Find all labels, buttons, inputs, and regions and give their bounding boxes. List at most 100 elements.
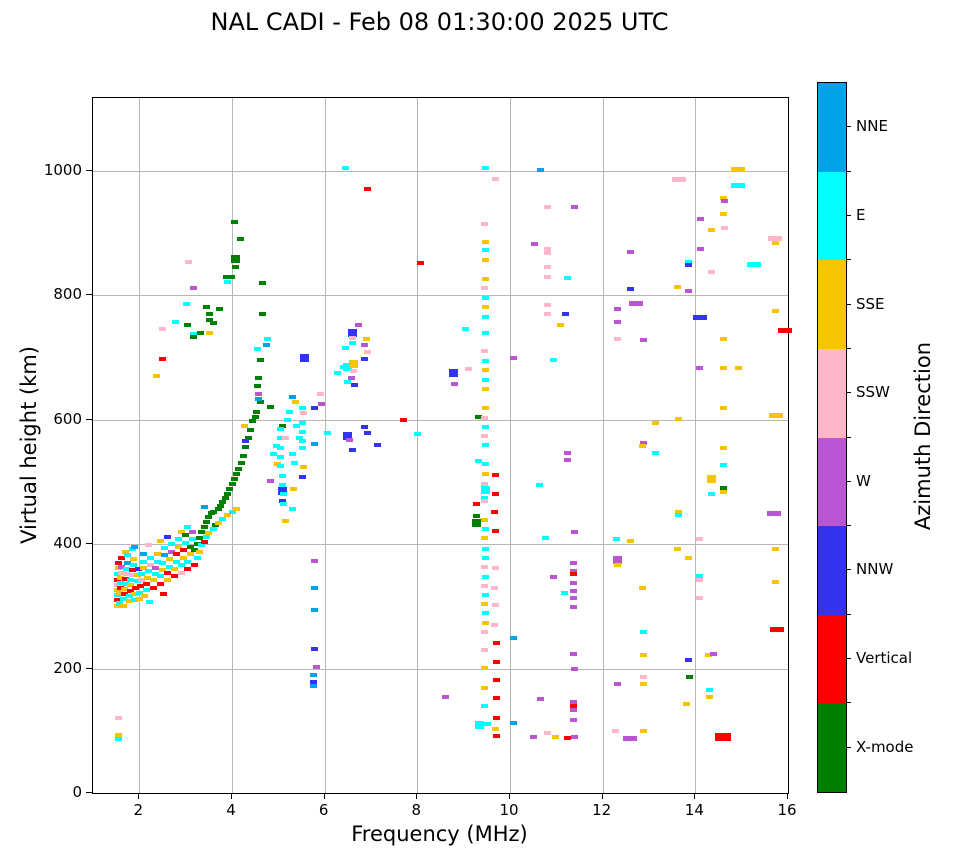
data-point (481, 481, 489, 486)
data-point (121, 586, 128, 591)
colorbar-tick (846, 214, 851, 216)
data-point (118, 555, 126, 560)
data-point (300, 410, 308, 415)
data-point (484, 721, 492, 726)
data-point (639, 440, 647, 445)
data-point (209, 509, 217, 514)
data-point (119, 596, 127, 601)
gridline-horizontal (93, 170, 788, 172)
data-point (200, 504, 208, 509)
data-point (347, 328, 357, 337)
data-point (177, 570, 185, 575)
data-point (198, 543, 206, 548)
data-point (351, 383, 359, 388)
data-point (344, 380, 352, 385)
data-point (299, 474, 307, 479)
x-tick (231, 793, 232, 799)
data-point (684, 259, 692, 264)
data-point (161, 553, 169, 558)
data-point (310, 608, 318, 613)
x-tick (787, 793, 788, 799)
data-point (135, 590, 143, 595)
data-point (235, 467, 243, 472)
colorbar-boundary-tick (846, 170, 851, 172)
data-point (133, 579, 141, 584)
data-point (132, 585, 140, 590)
data-point (492, 491, 500, 496)
data-point (510, 356, 518, 361)
data-point (228, 509, 236, 514)
data-point (450, 381, 458, 386)
x-axis-label: Frequency (MHz) (351, 822, 528, 846)
gridline-vertical (139, 98, 141, 793)
data-point (482, 315, 490, 319)
data-point (612, 728, 620, 733)
data-point (364, 430, 372, 435)
data-point (530, 735, 538, 739)
data-point (492, 603, 500, 608)
data-point (117, 585, 125, 590)
data-point (708, 269, 716, 274)
data-point (121, 591, 128, 596)
data-point (613, 537, 621, 542)
data-point (613, 306, 621, 311)
data-point (170, 567, 178, 571)
data-point (156, 539, 164, 543)
data-point (152, 565, 160, 570)
data-point (182, 301, 190, 306)
data-point (300, 464, 308, 469)
data-point (299, 439, 307, 444)
data-point (193, 555, 201, 560)
data-point (639, 629, 647, 634)
data-point (219, 517, 227, 522)
chart-title: NAL CADI - Feb 08 01:30:00 2025 UTC (210, 8, 669, 36)
colorbar-tick-label: NNW (856, 560, 894, 579)
colorbar-segment-sse (818, 260, 846, 349)
data-point (284, 417, 292, 422)
data-point (481, 221, 489, 226)
data-point (113, 578, 121, 583)
data-point (267, 404, 275, 409)
gridline-vertical (417, 98, 419, 793)
data-point (237, 236, 245, 241)
data-point (172, 559, 180, 564)
data-point (270, 451, 278, 456)
data-point (121, 581, 129, 586)
data-point (482, 471, 490, 476)
data-point (400, 417, 408, 422)
x-tick-label: 16 (777, 801, 797, 819)
data-point (474, 458, 482, 463)
data-point (223, 492, 231, 497)
data-point (685, 675, 693, 680)
data-point (343, 431, 353, 440)
data-point (130, 563, 138, 568)
data-point (130, 557, 138, 562)
data-point (228, 482, 236, 487)
data-point (482, 295, 490, 300)
data-point (277, 464, 285, 469)
x-tick-label: 8 (411, 801, 422, 819)
data-point (267, 478, 275, 483)
data-point (288, 451, 296, 456)
data-point (209, 527, 217, 532)
color-bar (817, 82, 847, 793)
data-point (719, 195, 727, 200)
data-point (544, 731, 552, 736)
data-point (482, 358, 490, 363)
data-point (310, 405, 318, 410)
data-point (139, 559, 147, 564)
data-point (626, 287, 634, 292)
data-point (191, 563, 199, 568)
data-point (237, 461, 245, 466)
data-point (537, 167, 545, 172)
data-point (482, 248, 490, 253)
data-point (564, 736, 572, 741)
data-point (474, 415, 482, 420)
data-point (704, 652, 712, 657)
data-point (145, 543, 153, 548)
data-point (482, 593, 490, 598)
colorbar-boundary-tick (846, 436, 851, 438)
data-point (125, 594, 133, 599)
colorbar-segment-w (818, 437, 846, 527)
data-point (209, 320, 217, 325)
